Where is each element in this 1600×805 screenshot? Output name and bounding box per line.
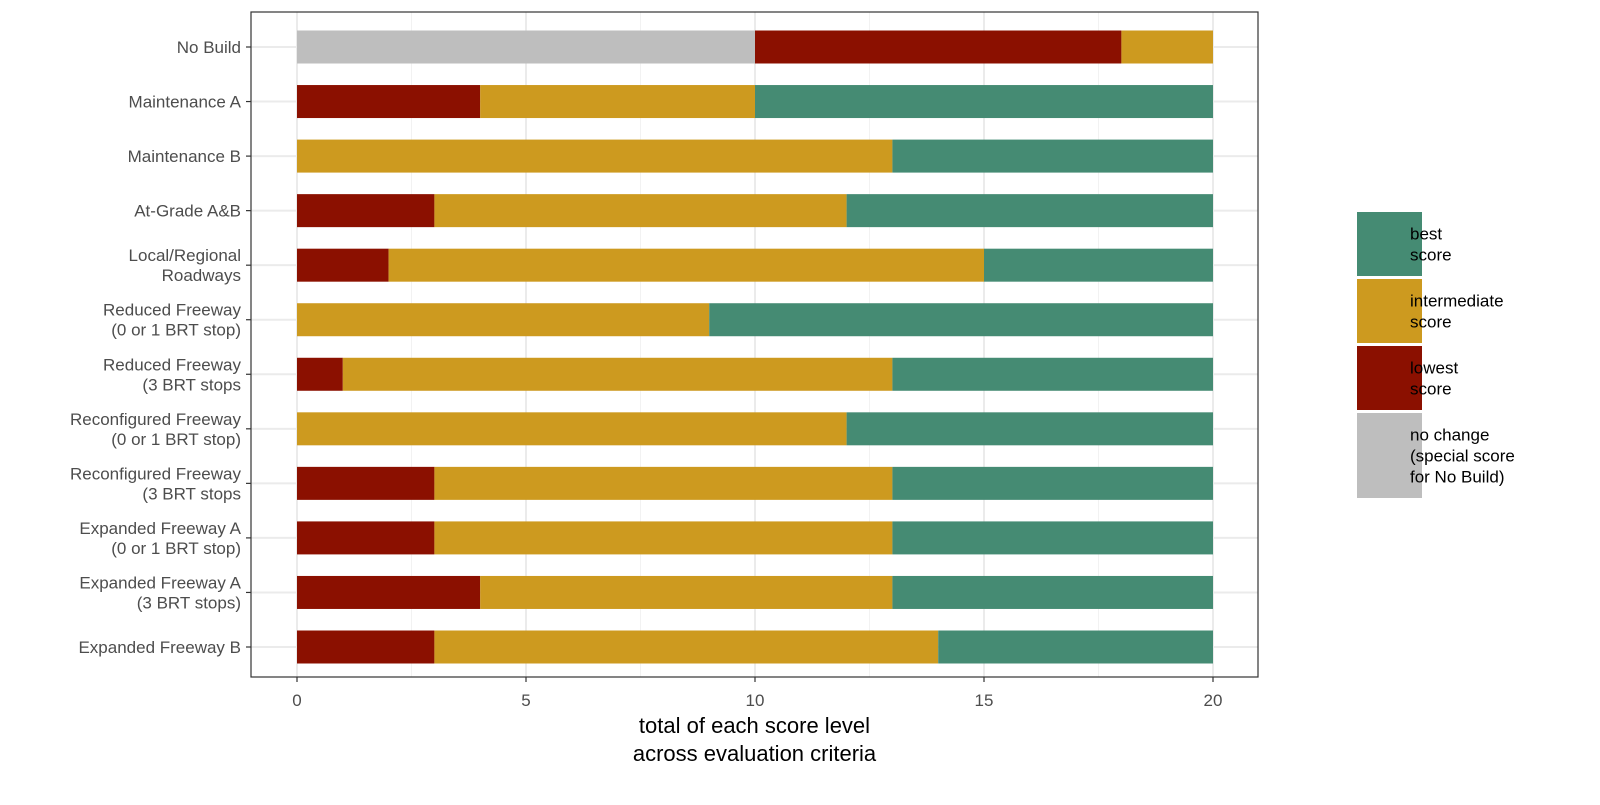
bar-segment-intermediate-score: intermediate score: 10 bbox=[434, 521, 893, 555]
x-tick-label: 5 bbox=[521, 691, 530, 710]
y-tick-label-line: (3 BRT stops bbox=[142, 484, 241, 503]
bar-segment-best-score: best score: 11 bbox=[709, 303, 1213, 337]
x-tick-label: 10 bbox=[746, 691, 765, 710]
y-tick-label: Reduced Freeway (3 BRT stops bbox=[103, 355, 241, 394]
bar-segment-best-score: best score: 7 bbox=[892, 466, 1213, 500]
bar-segment-best-score: best score: 6 bbox=[938, 630, 1213, 664]
legend-label-line: score bbox=[1410, 246, 1452, 265]
legend-label: no change (special score for No Build) bbox=[1410, 426, 1515, 487]
y-tick-label: Reduced Freeway (0 or 1 BRT stop) bbox=[103, 301, 241, 340]
legend-label-line: lowest bbox=[1410, 359, 1458, 378]
x-tick-label: 0 bbox=[292, 691, 301, 710]
bar-segment-lowest-score: lowest score: 1 bbox=[297, 357, 343, 391]
x-tick-label: 20 bbox=[1204, 691, 1223, 710]
legend-label-line: score bbox=[1410, 313, 1452, 332]
bar-segment-lowest-score: lowest score: 4 bbox=[297, 575, 481, 609]
bar-segment-lowest-score: lowest score: 3 bbox=[297, 521, 435, 555]
y-tick-label: No Build bbox=[177, 38, 241, 57]
bar-segment-best-score: best score: 7 bbox=[892, 521, 1213, 555]
bar-segment-intermediate-score: intermediate score: 12 bbox=[342, 357, 893, 391]
bar-segment-intermediate-score: intermediate score: 2 bbox=[1121, 30, 1213, 64]
legend-label-line: score bbox=[1410, 380, 1452, 399]
bar-segment-intermediate-score: intermediate score: 10 bbox=[434, 466, 893, 500]
bar-segment-lowest-score: lowest score: 3 bbox=[297, 466, 435, 500]
y-tick-label-line: Local/Regional bbox=[129, 246, 241, 265]
bar-segment-intermediate-score: intermediate score: 9 bbox=[297, 303, 710, 337]
bar-segment-lowest-score: lowest score: 8 bbox=[755, 30, 1122, 64]
bar-segment-best-score: best score: 8 bbox=[846, 412, 1213, 446]
y-tick-label-line: Maintenance B bbox=[128, 147, 241, 166]
y-tick-label-line: Expanded Freeway A bbox=[79, 519, 241, 538]
bar-segment-best-score: best score: 7 bbox=[892, 575, 1213, 609]
y-tick-label-line: (0 or 1 BRT stop) bbox=[111, 430, 241, 449]
bar-segment-intermediate-score: intermediate score: 9 bbox=[434, 194, 847, 228]
bar-segment-lowest-score: lowest score: 2 bbox=[297, 248, 389, 282]
y-tick-label: Local/Regional Roadways bbox=[129, 246, 241, 285]
bar-segment-intermediate-score: intermediate score: 13 bbox=[388, 248, 985, 282]
y-tick-label-line: Reconfigured Freeway bbox=[70, 410, 242, 429]
bar-segment-intermediate-score: intermediate score: 6 bbox=[480, 85, 755, 119]
legend-key-no-change bbox=[1357, 413, 1422, 498]
y-tick-label-line: Roadways bbox=[162, 266, 241, 285]
bar-segment-intermediate-score: intermediate score: 9 bbox=[480, 575, 893, 609]
y-tick-label-line: (0 or 1 BRT stop) bbox=[111, 539, 241, 558]
y-tick-label-line: Reduced Freeway bbox=[103, 355, 241, 374]
y-tick-label-line: Maintenance A bbox=[129, 93, 242, 112]
bar-segment-best-score: best score: 8 bbox=[846, 194, 1213, 228]
legend-label-line: no change bbox=[1410, 426, 1489, 445]
y-tick-label-line: (3 BRT stops) bbox=[137, 593, 241, 612]
x-axis-title: total of each score level bbox=[639, 713, 870, 738]
bar-segment-lowest-score: lowest score: 4 bbox=[297, 85, 481, 119]
bar-segment-lowest-score: lowest score: 3 bbox=[297, 630, 435, 664]
bar-segment-intermediate-score: intermediate score: 13 bbox=[297, 139, 893, 173]
y-tick-label-line: Expanded Freeway B bbox=[78, 638, 241, 657]
bar-segment-lowest-score: lowest score: 3 bbox=[297, 194, 435, 228]
y-tick-label: Maintenance B bbox=[128, 147, 241, 166]
y-tick-label-line: Expanded Freeway A bbox=[79, 573, 241, 592]
legend-label-line: intermediate bbox=[1410, 292, 1504, 311]
y-tick-label-line: Reconfigured Freeway bbox=[70, 464, 242, 483]
legend-key-intermediate-score bbox=[1357, 279, 1422, 343]
legend-key-lowest-score bbox=[1357, 346, 1422, 410]
bar-segment-intermediate-score: intermediate score: 12 bbox=[297, 412, 847, 446]
y-tick-label-line: No Build bbox=[177, 38, 241, 57]
legend-label: intermediate score bbox=[1410, 292, 1504, 332]
y-tick-label: At-Grade A&B bbox=[134, 202, 241, 221]
y-tick-label: Expanded Freeway A (3 BRT stops) bbox=[79, 573, 241, 612]
bar-segment-best-score: best score: 10 bbox=[755, 85, 1213, 119]
y-tick-label: Reconfigured Freeway (3 BRT stops bbox=[70, 464, 242, 503]
legend-label: best score bbox=[1410, 225, 1452, 265]
y-tick-label-line: At-Grade A&B bbox=[134, 202, 241, 221]
legend-label-line: for No Build) bbox=[1410, 468, 1504, 487]
legend-label: lowest score bbox=[1410, 359, 1458, 399]
y-tick-label: Expanded Freeway A (0 or 1 BRT stop) bbox=[79, 519, 241, 558]
legend-label-line: best bbox=[1410, 225, 1442, 244]
legend-key-best-score bbox=[1357, 212, 1422, 276]
y-tick-label-line: (3 BRT stops bbox=[142, 375, 241, 394]
y-tick-label-line: Reduced Freeway bbox=[103, 301, 241, 320]
y-tick-label: Expanded Freeway B bbox=[78, 638, 241, 657]
bar-segment-best-score: best score: 5 bbox=[984, 248, 1213, 282]
bar-segment-intermediate-score: intermediate score: 11 bbox=[434, 630, 939, 664]
bar-segment-best-score: best score: 7 bbox=[892, 357, 1213, 391]
x-axis-title: across evaluation criteria bbox=[633, 741, 877, 766]
legend-label-line: (special score bbox=[1410, 447, 1515, 466]
x-tick-label: 15 bbox=[975, 691, 994, 710]
y-tick-label-line: (0 or 1 BRT stop) bbox=[111, 321, 241, 340]
y-tick-label: Maintenance A bbox=[129, 93, 242, 112]
bar-segment-best-score: best score: 7 bbox=[892, 139, 1213, 173]
y-tick-label: Reconfigured Freeway (0 or 1 BRT stop) bbox=[70, 410, 242, 449]
bar-segment-no-change: no change: 10 bbox=[297, 30, 755, 64]
